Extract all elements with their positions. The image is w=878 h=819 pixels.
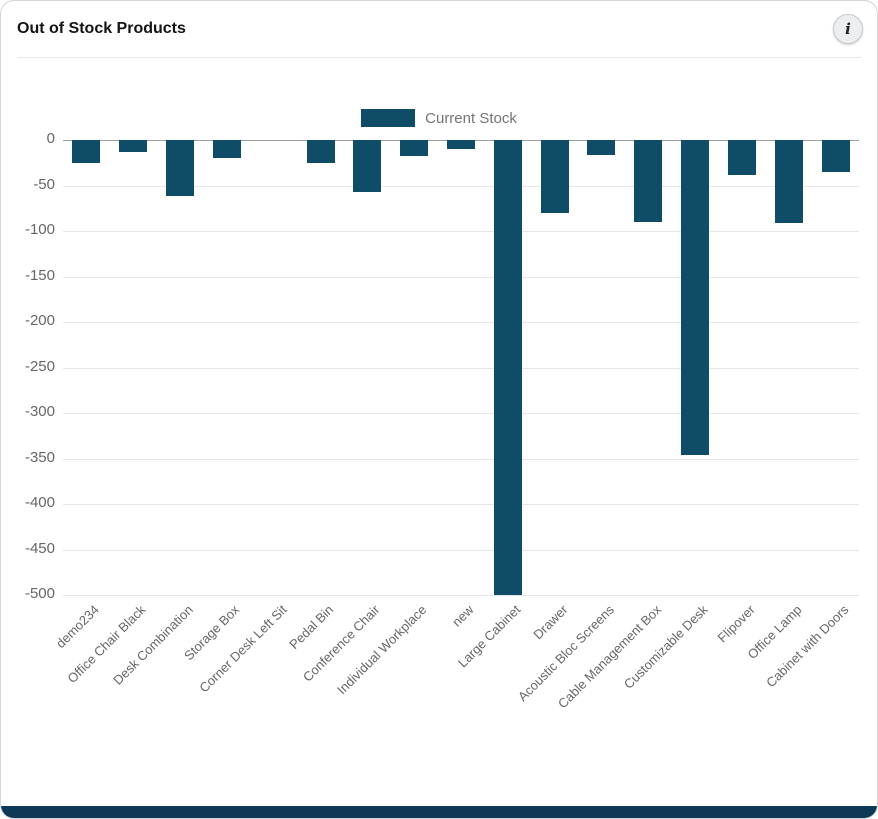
legend-swatch (361, 109, 416, 127)
y-tick-label: 0 (46, 130, 55, 147)
gridline (63, 413, 859, 414)
y-tick-label: -300 (24, 403, 55, 420)
bar-pedal-bin[interactable] (306, 140, 335, 163)
x-axis-label: Customizable Desk (620, 602, 711, 692)
x-axis-labels: demo234 Office Chair Black Desk Combinatio… (53, 595, 859, 745)
y-tick-label: -150 (24, 266, 55, 284)
bar-office-lamp[interactable] (774, 140, 803, 223)
bar-office-chair-black[interactable] (119, 140, 148, 152)
gridline (63, 367, 859, 369)
gridline (63, 185, 859, 187)
y-tick-label: -450 (24, 539, 55, 557)
chart-container: Current Stock 0 -50 -100 -150 -200 -250 -300 -3… (1, 108, 877, 745)
gridline (63, 549, 859, 551)
bar-desk-combination[interactable] (166, 140, 195, 196)
info-button[interactable]: i (833, 14, 863, 44)
bar-storage-box[interactable] (212, 140, 241, 159)
header-divider (17, 57, 861, 58)
y-tick-label: -500 (24, 585, 55, 602)
bar-customizable-desk[interactable] (681, 140, 710, 455)
x-axis-label: Desk Combination (109, 602, 196, 688)
x-axis-label: Flipover (714, 602, 758, 646)
info-icon: i (845, 20, 851, 38)
y-tick-label: -250 (24, 357, 55, 375)
bar-cabinet-with-doors[interactable] (821, 140, 850, 172)
x-axis-label: Individual Workplace (334, 602, 430, 698)
gridline (63, 458, 859, 460)
bar-cable-management-box[interactable] (634, 140, 663, 222)
plot-area: 0 -50 -100 -150 -200 -250 -300 -350 -400 -450 -500 (25, 130, 859, 602)
y-tick-label: -200 (24, 312, 55, 329)
footer-strip (1, 806, 877, 818)
bar-drawer[interactable] (540, 140, 569, 213)
legend-label: Current Stock (425, 109, 517, 127)
gridline (63, 504, 859, 505)
x-axis-label: Corner Desk Left Sit (195, 602, 290, 696)
bar-individual-workplace[interactable] (400, 140, 429, 157)
page-title: Out of Stock Products (17, 20, 186, 37)
y-tick-label: -100 (24, 221, 55, 238)
x-axis-label: Cabinet with Doors (762, 602, 852, 691)
card-header: Out of Stock Products i (1, 1, 877, 57)
gridline (63, 276, 859, 278)
gridline (63, 231, 859, 232)
bar-conference-chair[interactable] (353, 140, 382, 192)
y-tick-label: -50 (33, 175, 55, 193)
x-axis-label: Drawer (530, 602, 571, 643)
y-tick-label: -400 (24, 494, 55, 511)
gridline (63, 595, 859, 596)
bar-acoustic-bloc-screens[interactable] (587, 140, 616, 156)
chart-legend[interactable]: Current Stock (1, 108, 877, 128)
x-axis-label: new (449, 602, 477, 630)
bar-large-cabinet[interactable] (493, 140, 522, 595)
bar-new[interactable] (447, 140, 475, 150)
bar-demo234[interactable] (72, 140, 101, 163)
gridline (63, 322, 859, 323)
y-tick-label: -350 (24, 448, 55, 466)
bar-flipover[interactable] (727, 140, 756, 175)
